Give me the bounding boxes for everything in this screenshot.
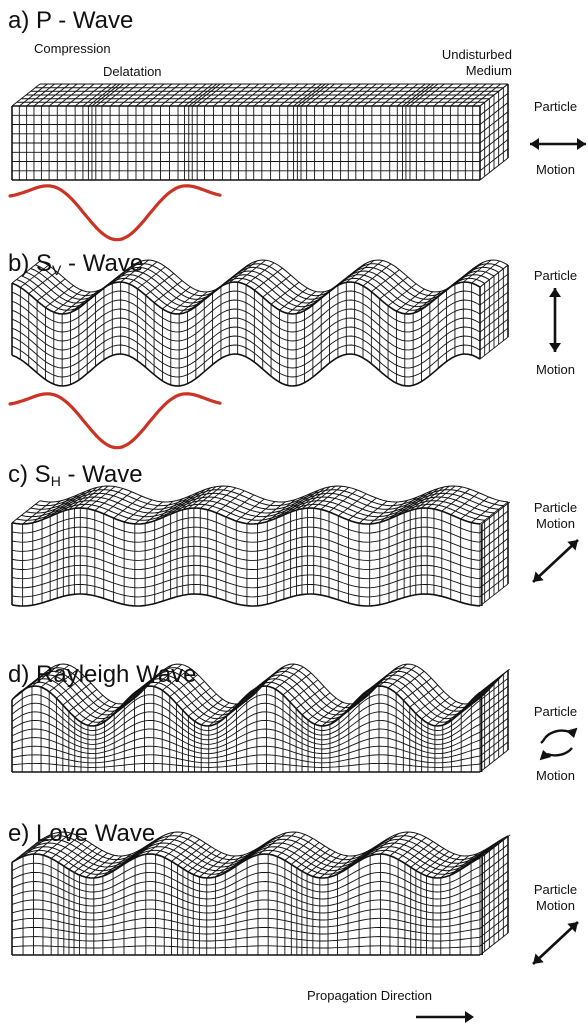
love-motion-arrow [532,921,579,965]
title-p-wave: a) P - Wave [8,7,134,34]
sv-wave-pulse [8,392,222,450]
propagation-direction-label: Propagation Direction [307,988,433,1003]
title-sh-wave: c) SH - Wave [8,461,143,489]
rayleigh-wave-block [11,663,510,773]
particle-label-b: Particle [533,268,578,283]
p-wave-block [11,83,509,181]
p-motion-arrow [530,138,586,150]
title-love-wave: e) Love Wave [8,820,156,847]
p-wave-pulse [8,184,222,242]
title-sv-wave: b) SV - Wave [8,250,144,278]
sv-motion-arrow [549,288,561,352]
sv-wave-block [11,259,509,387]
sh-wave-block [11,485,511,607]
title-rayleigh-wave: d) Rayleigh Wave [8,661,197,688]
particle-label-d: Particle [533,704,578,719]
motion-label-c: Motion [535,516,576,531]
motion-label-b: Motion [535,362,576,377]
particle-label-e: Particle [533,882,578,897]
rayleigh-motion-ellipse [539,727,578,761]
sh-motion-arrow [532,539,579,583]
particle-label-a: Particle [533,99,578,114]
compression-label: Compression [34,41,111,56]
undisturbed-label: Undisturbed [441,47,512,62]
medium-label: Medium [465,63,512,78]
particle-label-c: Particle [533,500,578,515]
motion-label-d: Motion [535,768,576,783]
dilatation-label: Delatation [103,64,162,79]
motion-label-e: Motion [535,898,576,913]
love-wave-block [11,831,511,956]
propagation-arrow [416,1011,474,1023]
motion-label-a: Motion [535,162,576,177]
